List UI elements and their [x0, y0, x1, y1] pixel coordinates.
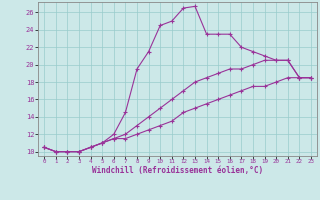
X-axis label: Windchill (Refroidissement éolien,°C): Windchill (Refroidissement éolien,°C): [92, 166, 263, 175]
